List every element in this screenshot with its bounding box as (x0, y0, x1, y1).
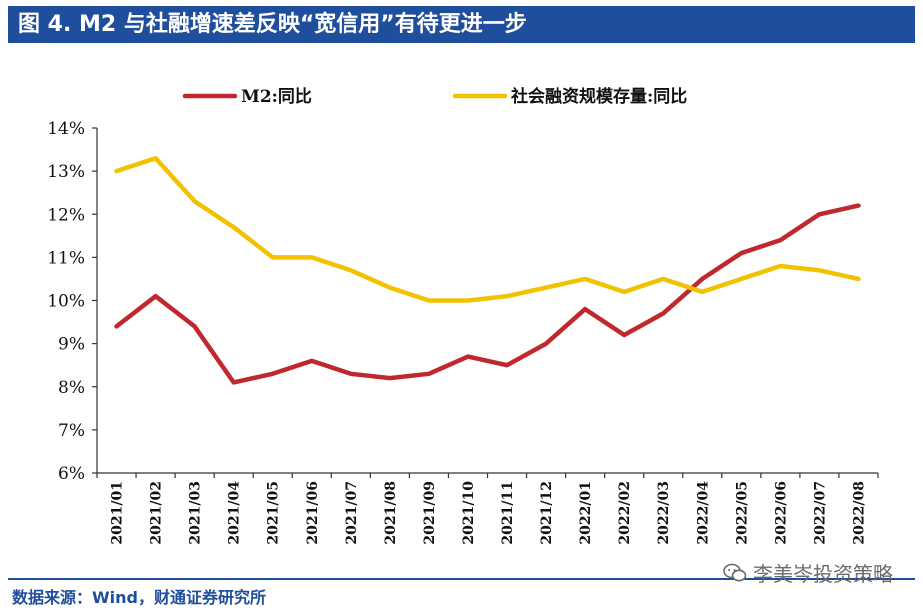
chart-title-bar: 图 4. M2 与社融增速差反映“宽信用”有待更进一步 (8, 6, 915, 43)
y-tick-label: 11% (47, 248, 85, 268)
x-tick-label: 2021/04 (227, 481, 243, 545)
x-tick-label: 2021/01 (110, 481, 126, 545)
x-tick-label: 2021/05 (266, 481, 282, 545)
x-tick-label: 2021/09 (422, 481, 438, 545)
wechat-icon (723, 563, 747, 581)
watermark-text: 李美岑投资策略 (753, 562, 893, 586)
y-tick-label: 8% (58, 378, 85, 398)
legend-label-1: M2:同比 (241, 86, 312, 107)
y-tick-label: 9% (58, 335, 85, 355)
x-tick-label: 2021/11 (500, 481, 516, 545)
series-line-2 (114, 155, 861, 303)
y-axis: 6% 7% 8% 9% 10% 11% 12% 13% 14% (47, 119, 98, 484)
legend-label-2: 社会融资规模存量:同比 (510, 86, 687, 107)
y-tick-label: 10% (47, 292, 85, 312)
data-source: 数据来源：Wind，财通证券研究所 (12, 588, 266, 607)
x-tick-label: 2021/12 (539, 481, 555, 545)
figure-title: 图 4. M2 与社融增速差反映“宽信用”有待更进一步 (18, 12, 527, 37)
x-tick-label: 2021/10 (461, 481, 477, 545)
x-tick-label: 2021/06 (305, 481, 321, 545)
x-tick-label: 2022/08 (851, 481, 867, 545)
series-group (114, 155, 861, 385)
y-tick-label: 14% (47, 119, 85, 139)
legend: M2:同比 社会融资规模存量:同比 (182, 86, 687, 107)
x-tick-label: 2022/02 (617, 481, 633, 545)
x-tick-label: 2022/05 (734, 481, 750, 545)
x-tick-label: 2021/08 (383, 481, 399, 545)
x-tick-label: 2021/02 (149, 481, 165, 545)
x-tick-label: 2022/06 (773, 481, 789, 545)
series-line-1 (114, 203, 861, 385)
y-tick-label: 7% (58, 421, 85, 441)
watermark: 李美岑投资策略 (723, 558, 893, 587)
y-tick-label: 6% (58, 464, 85, 484)
y-tick-label: 12% (47, 205, 85, 225)
x-tick-label: 2021/07 (344, 481, 360, 545)
x-tick-label: 2022/01 (578, 481, 594, 545)
x-tick-label: 2022/04 (695, 481, 711, 545)
x-axis: 2021/01 2021/02 2021/03 2021/04 2021/05 2021/… (96, 472, 879, 545)
x-tick-label: 2022/03 (656, 481, 672, 545)
x-tick-label: 2022/07 (812, 481, 828, 545)
x-tick-label: 2021/03 (188, 481, 204, 545)
footer-divider (8, 578, 915, 580)
y-tick-label: 13% (47, 162, 85, 182)
